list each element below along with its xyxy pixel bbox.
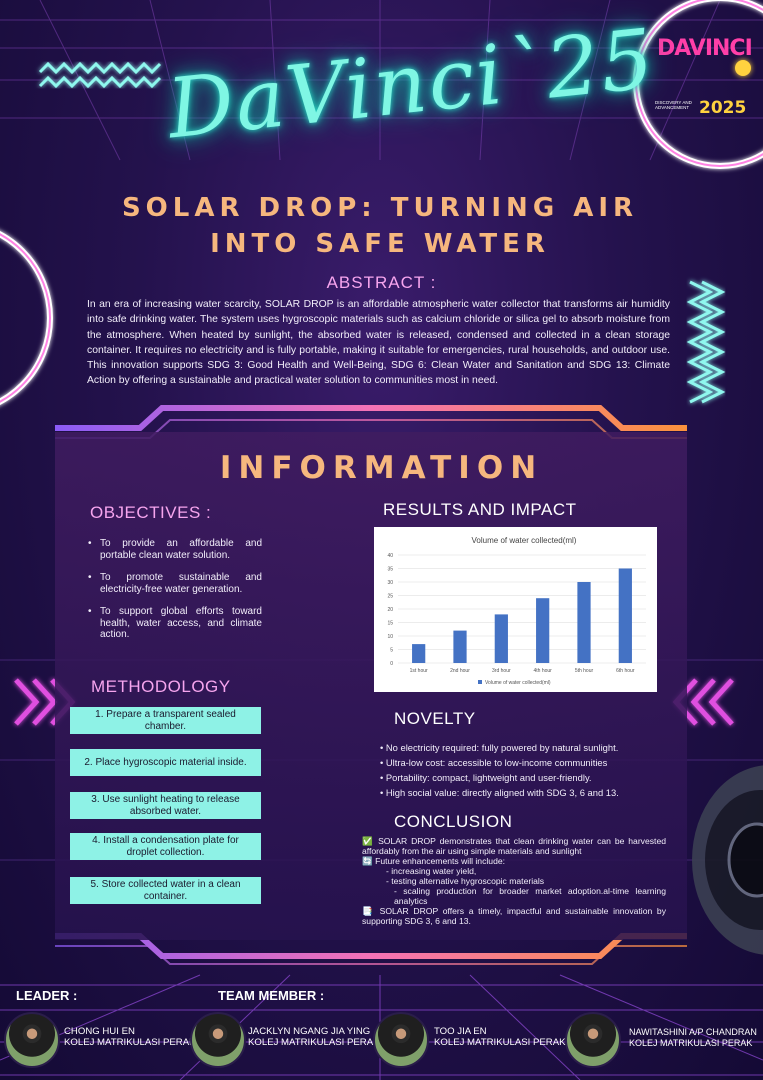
conclusion-text: ✅ SOLAR DROP demonstrates that clean dri…: [362, 836, 666, 926]
title-line-1: SOLAR DROP: TURNING AIR: [121, 193, 639, 223]
methodology-step: 3. Use sunlight heating to release absor…: [70, 792, 261, 819]
methodology-heading: METHODOLOGY: [91, 677, 231, 696]
objective-item: To provide an affordable and portable cl…: [88, 538, 262, 561]
avatar: [4, 1012, 60, 1068]
methodology-step: 5. Store collected water in a clean cont…: [70, 877, 261, 904]
conclusion-line: - increasing water yield,: [386, 866, 477, 876]
bar: [453, 630, 467, 663]
bar: [577, 582, 591, 663]
legend-label: Volume of water collected(ml): [485, 680, 551, 686]
bar: [618, 568, 632, 663]
conclusion-line: 🔄 Future enhancements will include:: [362, 856, 506, 866]
novelty-item: • Portability: compact, lightweight and …: [380, 772, 592, 783]
results-heading: RESULTS AND IMPACT: [383, 500, 577, 519]
bar-chart-svg: Volume of water collected(ml) 0 5 10 15 20 25…: [387, 536, 646, 686]
x-tick-label: 1st hour: [410, 668, 428, 674]
bar: [536, 598, 550, 663]
davinci-badge-logo: DAVINCI 2025 DISCOVERY AND ADVANCEMENT: [655, 34, 755, 126]
member-info: TOO JIA EN KOLEJ MATRIKULASI PERAK: [434, 1026, 566, 1048]
abstract-text: In an era of increasing water scarcity, …: [87, 299, 670, 387]
abstract-heading: ABSTRACT :: [326, 273, 437, 292]
methodology-step: 2. Place hygroscopic material inside.: [70, 749, 261, 776]
member-school: KOLEJ MATRIKULASI PERAK: [248, 1036, 380, 1048]
x-tick-label: 6th hour: [616, 668, 635, 674]
information-heading: INFORMATION: [219, 450, 544, 486]
member-name: NAWITASHINI A/P CHANDRAN: [629, 1027, 757, 1037]
novelty-item: • No electricity required: fully powered…: [380, 742, 619, 753]
objective-item: To promote sustainable and electricity-f…: [88, 572, 262, 595]
bulb-icon: [735, 60, 751, 76]
legend-swatch: [478, 680, 482, 684]
results-chart: Volume of water collected(ml) 0 5 10 15 20 25…: [374, 527, 657, 692]
objectives-heading: OBJECTIVES :: [90, 503, 212, 522]
chart-title: Volume of water collected(ml): [472, 536, 577, 545]
x-tick-label: 4th hour: [533, 668, 552, 674]
avatar: [373, 1012, 429, 1068]
member-school: KOLEJ MATRIKULASI PERAK: [64, 1036, 196, 1048]
leader-heading: LEADER :: [16, 988, 78, 1003]
conclusion-line: - testing alternative hygroscopic materi…: [386, 876, 545, 886]
y-tick-label: 30: [387, 580, 393, 586]
member-info: JACKLYN NGANG JIA YING KOLEJ MATRIKULASI…: [248, 1026, 380, 1048]
conclusion-line: ✅ SOLAR DROP demonstrates that clean dri…: [362, 836, 666, 856]
x-tick-label: 2nd hour: [450, 668, 470, 674]
y-tick-label: 35: [387, 567, 393, 573]
member-name: CHONG HUI EN: [64, 1026, 135, 1037]
novelty-item: • Ultra-low cost: accessible to low-inco…: [380, 757, 608, 768]
x-tick-label: 3rd hour: [492, 668, 511, 674]
badge-letters: DAVINCI: [657, 36, 753, 61]
objective-item: To support global efforts toward health,…: [88, 606, 262, 641]
member-school: KOLEJ MATRIKULASI PERAK: [629, 1037, 753, 1048]
badge-tagline: DISCOVERY AND ADVANCEMENT: [655, 100, 692, 110]
novelty-item: • High social value: directly aligned wi…: [380, 787, 619, 798]
poster-title: SOLAR DROP: TURNING AIR INTO SAFE WATER: [80, 190, 680, 262]
conclusion-line: - scaling production for broader market …: [394, 886, 666, 906]
member-name: JACKLYN NGANG JIA YING: [248, 1026, 371, 1037]
badge-year: 2025: [699, 98, 747, 118]
methodology-step: 1. Prepare a transparent sealed chamber.: [70, 707, 261, 734]
member-info: CHONG HUI EN KOLEJ MATRIKULASI PERAK: [64, 1026, 196, 1048]
y-tick-label: 10: [387, 634, 393, 640]
y-tick-label: 25: [387, 594, 393, 600]
y-tick-label: 5: [390, 648, 393, 654]
conclusion-heading: CONCLUSION: [394, 812, 513, 831]
team-member-heading: TEAM MEMBER :: [218, 988, 325, 1003]
member-info: NAWITASHINI A/P CHANDRAN KOLEJ MATRIKULA…: [629, 1027, 757, 1048]
methodology-step: 4. Install a condensation plate for drop…: [70, 833, 261, 860]
bar: [494, 614, 508, 663]
y-tick-label: 0: [390, 661, 393, 667]
member-name: TOO JIA EN: [434, 1026, 487, 1037]
title-line-2: INTO SAFE WATER: [210, 229, 550, 259]
conclusion-line: 📑 SOLAR DROP offers a timely, impactful …: [362, 906, 666, 926]
novelty-list: • No electricity required: fully powered…: [380, 740, 680, 800]
avatar: [565, 1012, 621, 1068]
novelty-heading: NOVELTY: [394, 709, 476, 728]
bar: [412, 644, 426, 663]
y-tick-label: 40: [387, 553, 393, 559]
y-tick-label: 15: [387, 621, 393, 627]
avatar: [190, 1012, 246, 1068]
member-school: KOLEJ MATRIKULASI PERAK: [434, 1036, 566, 1048]
objectives-list: To provide an affordable and portable cl…: [88, 538, 262, 652]
y-tick-label: 20: [387, 607, 393, 613]
x-tick-label: 5th hour: [575, 668, 594, 674]
